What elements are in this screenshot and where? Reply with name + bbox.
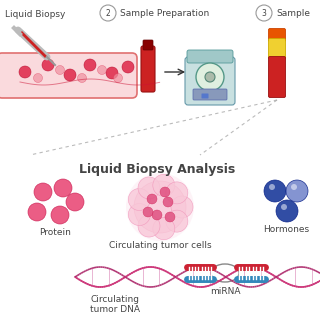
- Circle shape: [152, 210, 162, 220]
- FancyBboxPatch shape: [268, 57, 285, 98]
- Circle shape: [171, 196, 193, 218]
- Circle shape: [147, 194, 157, 204]
- Text: Protein: Protein: [39, 228, 71, 237]
- Text: Hormones: Hormones: [263, 225, 309, 234]
- Circle shape: [126, 173, 194, 241]
- Circle shape: [165, 212, 175, 222]
- Circle shape: [196, 63, 224, 91]
- Circle shape: [153, 174, 175, 196]
- FancyBboxPatch shape: [141, 46, 155, 92]
- Circle shape: [128, 188, 150, 211]
- Circle shape: [166, 182, 188, 204]
- FancyBboxPatch shape: [268, 28, 285, 42]
- Text: tumor DNA: tumor DNA: [90, 305, 140, 314]
- Circle shape: [122, 61, 134, 73]
- Text: Liquid Biopsy Analysis: Liquid Biopsy Analysis: [79, 163, 235, 176]
- Circle shape: [166, 210, 188, 232]
- FancyBboxPatch shape: [193, 89, 227, 100]
- Circle shape: [264, 180, 286, 202]
- FancyBboxPatch shape: [185, 57, 235, 105]
- Circle shape: [100, 5, 116, 21]
- Circle shape: [160, 187, 170, 197]
- Text: Circulating: Circulating: [91, 295, 140, 304]
- Circle shape: [281, 204, 287, 210]
- Circle shape: [34, 183, 52, 201]
- Circle shape: [19, 66, 31, 78]
- Circle shape: [66, 193, 84, 211]
- Circle shape: [64, 69, 76, 81]
- Text: Circulating tumor cells: Circulating tumor cells: [109, 241, 211, 250]
- Circle shape: [138, 215, 160, 237]
- FancyBboxPatch shape: [187, 50, 233, 63]
- Text: Liquid Biopsy: Liquid Biopsy: [5, 10, 65, 19]
- Circle shape: [138, 177, 160, 199]
- Circle shape: [205, 72, 215, 82]
- Circle shape: [54, 179, 72, 197]
- FancyBboxPatch shape: [202, 93, 209, 99]
- Circle shape: [106, 67, 118, 79]
- Circle shape: [276, 200, 298, 222]
- Circle shape: [42, 59, 54, 71]
- FancyBboxPatch shape: [0, 53, 137, 98]
- Text: miRNA: miRNA: [210, 287, 240, 296]
- Circle shape: [98, 66, 107, 75]
- Circle shape: [51, 206, 69, 224]
- Circle shape: [28, 203, 46, 221]
- Text: 2: 2: [106, 9, 110, 18]
- Circle shape: [34, 74, 43, 83]
- Circle shape: [114, 74, 123, 83]
- Text: 3: 3: [261, 9, 267, 18]
- Circle shape: [55, 66, 65, 75]
- Circle shape: [269, 184, 275, 190]
- Circle shape: [77, 74, 86, 83]
- Text: Sample: Sample: [276, 9, 310, 18]
- FancyBboxPatch shape: [143, 40, 153, 50]
- Circle shape: [134, 181, 186, 233]
- Circle shape: [291, 184, 297, 190]
- Circle shape: [256, 5, 272, 21]
- Circle shape: [84, 59, 96, 71]
- Text: Sample Preparation: Sample Preparation: [120, 9, 209, 18]
- Circle shape: [163, 197, 173, 207]
- Circle shape: [143, 207, 153, 217]
- FancyBboxPatch shape: [268, 38, 285, 60]
- Circle shape: [286, 180, 308, 202]
- Circle shape: [153, 218, 175, 240]
- Ellipse shape: [211, 264, 239, 282]
- Circle shape: [128, 204, 150, 226]
